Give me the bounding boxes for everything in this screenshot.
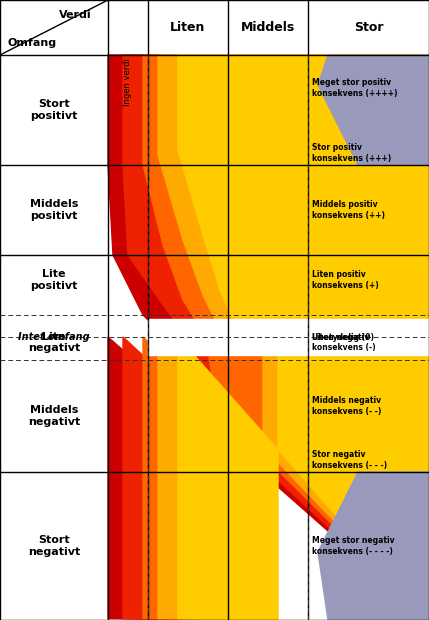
Polygon shape xyxy=(318,472,429,620)
Text: Liten positiv
konsekvens (+): Liten positiv konsekvens (+) xyxy=(312,270,379,290)
Text: Middels positiv
konsekvens (++): Middels positiv konsekvens (++) xyxy=(312,200,385,219)
Text: Stor: Stor xyxy=(354,21,383,34)
Text: Middels negativ
konsekvens (- -): Middels negativ konsekvens (- -) xyxy=(312,396,381,415)
Text: Lite
positivt: Lite positivt xyxy=(30,269,78,291)
Text: Middels
positivt: Middels positivt xyxy=(30,199,78,221)
Text: Stort
negativt: Stort negativt xyxy=(28,535,80,557)
Polygon shape xyxy=(123,55,429,620)
Polygon shape xyxy=(158,55,429,620)
Text: Intet omfang: Intet omfang xyxy=(18,332,90,342)
Polygon shape xyxy=(108,55,429,620)
Text: Middels: Middels xyxy=(241,21,295,34)
Text: Liten negativ
konsekvens (-): Liten negativ konsekvens (-) xyxy=(312,333,376,352)
Text: Lite
negativt: Lite negativt xyxy=(28,332,80,353)
Polygon shape xyxy=(318,55,429,165)
Polygon shape xyxy=(178,55,429,620)
Text: Stor positiv
konsekvens (+++): Stor positiv konsekvens (+++) xyxy=(312,143,391,162)
Text: Stor negativ
konsekvens (- - -): Stor negativ konsekvens (- - -) xyxy=(312,450,387,470)
Text: Middels
negativt: Middels negativt xyxy=(28,405,80,427)
Text: Stort
positivt: Stort positivt xyxy=(30,99,78,121)
Text: Ubetydelig (0): Ubetydelig (0) xyxy=(312,332,374,342)
Text: Meget stor positiv
konsekvens (++++): Meget stor positiv konsekvens (++++) xyxy=(312,78,398,98)
Text: Omfang: Omfang xyxy=(8,38,57,48)
Polygon shape xyxy=(143,55,429,620)
Text: Meget stor negativ
konsekvens (- - - -): Meget stor negativ konsekvens (- - - -) xyxy=(312,536,395,556)
Text: Ingen verdi: Ingen verdi xyxy=(124,58,133,106)
Text: Liten: Liten xyxy=(170,21,205,34)
Text: Verdi: Verdi xyxy=(59,10,91,20)
